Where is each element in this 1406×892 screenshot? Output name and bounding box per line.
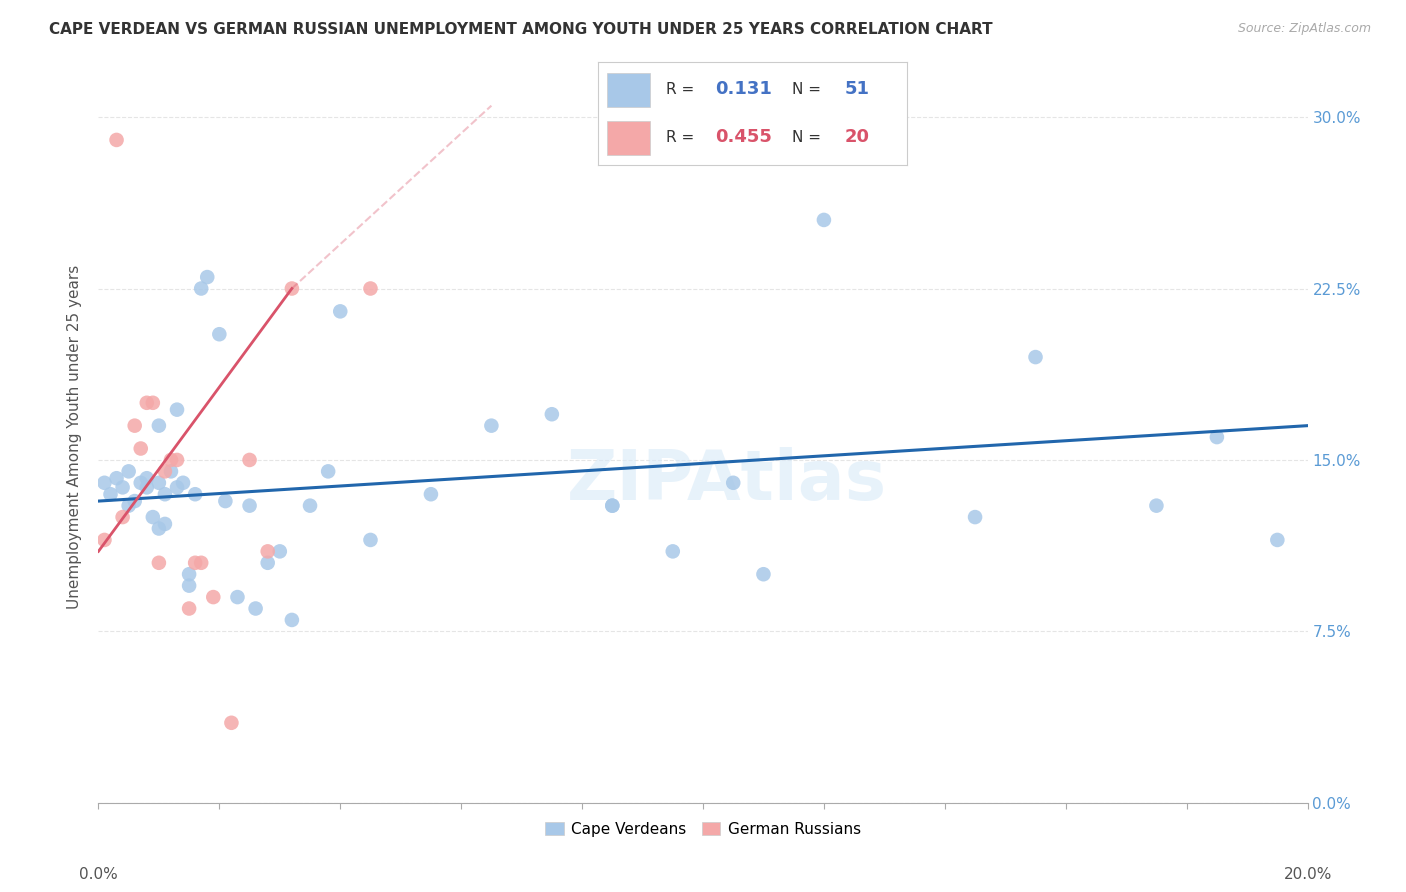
Point [813, 213, 835, 227]
Point [316, 464, 339, 478]
Point [1024, 350, 1046, 364]
Text: 0.131: 0.131 [716, 80, 772, 98]
Point [239, 453, 262, 467]
Point [148, 475, 170, 490]
Point [281, 613, 304, 627]
Point [221, 715, 243, 730]
Point [160, 464, 183, 478]
Point [142, 510, 165, 524]
Point [93, 475, 115, 490]
Point [190, 281, 212, 295]
Point [214, 494, 236, 508]
Point [166, 453, 188, 467]
FancyBboxPatch shape [607, 121, 650, 155]
Text: 20: 20 [845, 128, 870, 146]
Point [360, 281, 382, 295]
Point [602, 499, 624, 513]
Point [105, 133, 128, 147]
Point [661, 544, 683, 558]
Point [184, 487, 207, 501]
Point [256, 556, 278, 570]
Point [135, 396, 157, 410]
Point [1267, 533, 1289, 547]
Point [153, 464, 176, 478]
Y-axis label: Unemployment Among Youth under 25 years: Unemployment Among Youth under 25 years [67, 265, 83, 609]
Point [184, 556, 207, 570]
Point [299, 499, 322, 513]
Text: Source: ZipAtlas.com: Source: ZipAtlas.com [1237, 22, 1371, 36]
Point [965, 510, 987, 524]
Point [752, 567, 775, 582]
Point [153, 516, 176, 531]
Point [179, 567, 201, 582]
Point [166, 402, 188, 417]
Point [172, 475, 194, 490]
Point [153, 487, 176, 501]
Text: CAPE VERDEAN VS GERMAN RUSSIAN UNEMPLOYMENT AMONG YOUTH UNDER 25 YEARS CORRELATI: CAPE VERDEAN VS GERMAN RUSSIAN UNEMPLOYM… [49, 22, 993, 37]
Point [166, 480, 188, 494]
Point [245, 601, 267, 615]
Point [179, 601, 201, 615]
Point [142, 396, 165, 410]
Legend: Cape Verdeans, German Russians: Cape Verdeans, German Russians [538, 815, 868, 843]
Text: R =: R = [665, 130, 693, 145]
Point [360, 533, 382, 547]
Point [208, 327, 231, 342]
Point [239, 499, 262, 513]
Point [540, 407, 562, 421]
Text: ZIPAtlas: ZIPAtlas [567, 448, 887, 515]
Point [202, 590, 225, 604]
Point [179, 579, 201, 593]
Point [118, 464, 141, 478]
Point [723, 475, 745, 490]
Point [111, 480, 134, 494]
Point [93, 533, 115, 547]
Point [135, 471, 157, 485]
Point [226, 590, 249, 604]
Text: N =: N = [793, 130, 821, 145]
Point [420, 487, 443, 501]
Point [105, 471, 128, 485]
Text: 20.0%: 20.0% [1284, 867, 1331, 882]
Point [481, 418, 503, 433]
Point [195, 270, 218, 285]
Point [148, 521, 170, 535]
Point [269, 544, 291, 558]
Point [602, 499, 624, 513]
Point [124, 494, 146, 508]
Point [190, 556, 212, 570]
Text: 0.455: 0.455 [716, 128, 772, 146]
Point [256, 544, 278, 558]
Point [124, 418, 146, 433]
Point [1146, 499, 1168, 513]
FancyBboxPatch shape [607, 73, 650, 106]
Point [135, 480, 157, 494]
Point [329, 304, 352, 318]
Point [100, 487, 122, 501]
Point [111, 510, 134, 524]
Point [148, 556, 170, 570]
Point [118, 499, 141, 513]
Text: R =: R = [665, 81, 693, 96]
Point [129, 475, 152, 490]
Point [1206, 430, 1229, 444]
Point [160, 453, 183, 467]
Text: 0.0%: 0.0% [79, 867, 118, 882]
Point [129, 442, 152, 456]
Point [148, 418, 170, 433]
Text: 51: 51 [845, 80, 870, 98]
Point [281, 281, 304, 295]
Text: N =: N = [793, 81, 821, 96]
